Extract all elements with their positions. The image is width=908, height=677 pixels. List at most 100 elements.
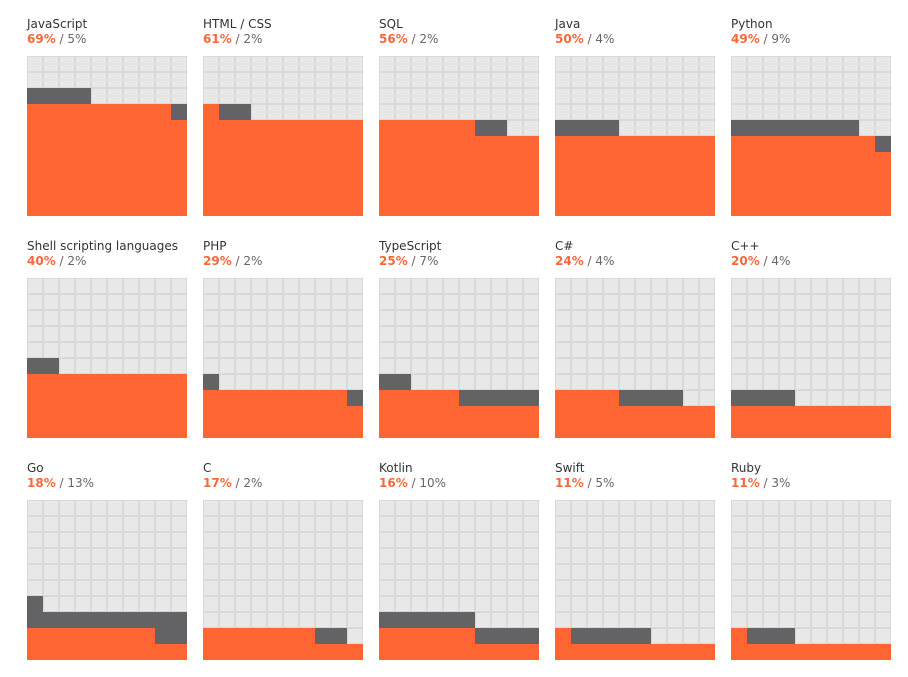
- empty-square: [571, 104, 587, 120]
- empty-square: [299, 374, 315, 390]
- empty-square: [875, 596, 891, 612]
- empty-square: [171, 516, 187, 532]
- empty-square: [619, 374, 635, 390]
- waffle-grid: [27, 56, 187, 216]
- primary-percent: 29%: [203, 254, 232, 268]
- empty-square: [155, 310, 171, 326]
- empty-square: [395, 532, 411, 548]
- empty-square: [331, 548, 347, 564]
- empty-square: [475, 612, 491, 628]
- empty-square: [427, 564, 443, 580]
- primary-square: [699, 200, 715, 216]
- primary-square: [299, 644, 315, 660]
- empty-square: [635, 548, 651, 564]
- empty-square: [587, 358, 603, 374]
- primary-square: [283, 628, 299, 644]
- primary-square: [683, 200, 699, 216]
- empty-square: [235, 358, 251, 374]
- empty-square: [411, 326, 427, 342]
- empty-square: [43, 596, 59, 612]
- panel-title: SQL: [379, 17, 403, 31]
- primary-square: [251, 152, 267, 168]
- empty-square: [763, 278, 779, 294]
- empty-square: [523, 278, 539, 294]
- primary-square: [859, 422, 875, 438]
- empty-square: [651, 628, 667, 644]
- empty-square: [827, 596, 843, 612]
- empty-square: [379, 548, 395, 564]
- empty-square: [763, 564, 779, 580]
- primary-square: [59, 152, 75, 168]
- empty-square: [555, 72, 571, 88]
- empty-square: [507, 516, 523, 532]
- primary-square: [347, 168, 363, 184]
- empty-square: [667, 88, 683, 104]
- empty-square: [875, 104, 891, 120]
- primary-square: [155, 136, 171, 152]
- empty-square: [315, 612, 331, 628]
- empty-square: [811, 278, 827, 294]
- empty-square: [731, 532, 747, 548]
- empty-square: [43, 516, 59, 532]
- primary-square: [107, 168, 123, 184]
- primary-square: [811, 200, 827, 216]
- empty-square: [603, 612, 619, 628]
- empty-square: [859, 326, 875, 342]
- empty-square: [139, 548, 155, 564]
- primary-square: [443, 120, 459, 136]
- empty-square: [827, 612, 843, 628]
- empty-square: [91, 294, 107, 310]
- empty-square: [75, 342, 91, 358]
- empty-square: [491, 326, 507, 342]
- empty-square: [667, 564, 683, 580]
- empty-square: [843, 390, 859, 406]
- empty-square: [267, 564, 283, 580]
- primary-square: [347, 406, 363, 422]
- empty-square: [43, 310, 59, 326]
- empty-square: [667, 72, 683, 88]
- empty-square: [571, 612, 587, 628]
- empty-square: [411, 358, 427, 374]
- primary-square: [299, 136, 315, 152]
- empty-square: [843, 580, 859, 596]
- empty-square: [699, 564, 715, 580]
- empty-square: [795, 310, 811, 326]
- primary-square: [59, 406, 75, 422]
- primary-square: [299, 422, 315, 438]
- empty-square: [283, 564, 299, 580]
- empty-square: [859, 310, 875, 326]
- empty-square: [347, 374, 363, 390]
- empty-square: [635, 120, 651, 136]
- primary-square: [635, 644, 651, 660]
- primary-square: [523, 422, 539, 438]
- panel-title: Python: [731, 17, 773, 31]
- empty-square: [27, 564, 43, 580]
- empty-square: [811, 56, 827, 72]
- empty-square: [635, 88, 651, 104]
- empty-square: [859, 88, 875, 104]
- empty-square: [331, 104, 347, 120]
- primary-square: [443, 152, 459, 168]
- empty-square: [299, 104, 315, 120]
- empty-square: [443, 310, 459, 326]
- empty-square: [347, 628, 363, 644]
- panel-title: Java: [555, 17, 581, 31]
- primary-square: [107, 406, 123, 422]
- panel-title: TypeScript: [379, 239, 442, 253]
- empty-square: [603, 294, 619, 310]
- empty-square: [683, 612, 699, 628]
- primary-square: [603, 390, 619, 406]
- empty-square: [347, 500, 363, 516]
- primary-square: [651, 152, 667, 168]
- empty-square: [283, 500, 299, 516]
- primary-square: [507, 644, 523, 660]
- primary-square: [875, 644, 891, 660]
- empty-square: [315, 326, 331, 342]
- empty-square: [331, 564, 347, 580]
- panel-title: Shell scripting languages: [27, 239, 179, 253]
- empty-square: [411, 580, 427, 596]
- empty-square: [651, 294, 667, 310]
- empty-square: [219, 374, 235, 390]
- empty-square: [747, 72, 763, 88]
- percent-separator: /: [583, 476, 596, 490]
